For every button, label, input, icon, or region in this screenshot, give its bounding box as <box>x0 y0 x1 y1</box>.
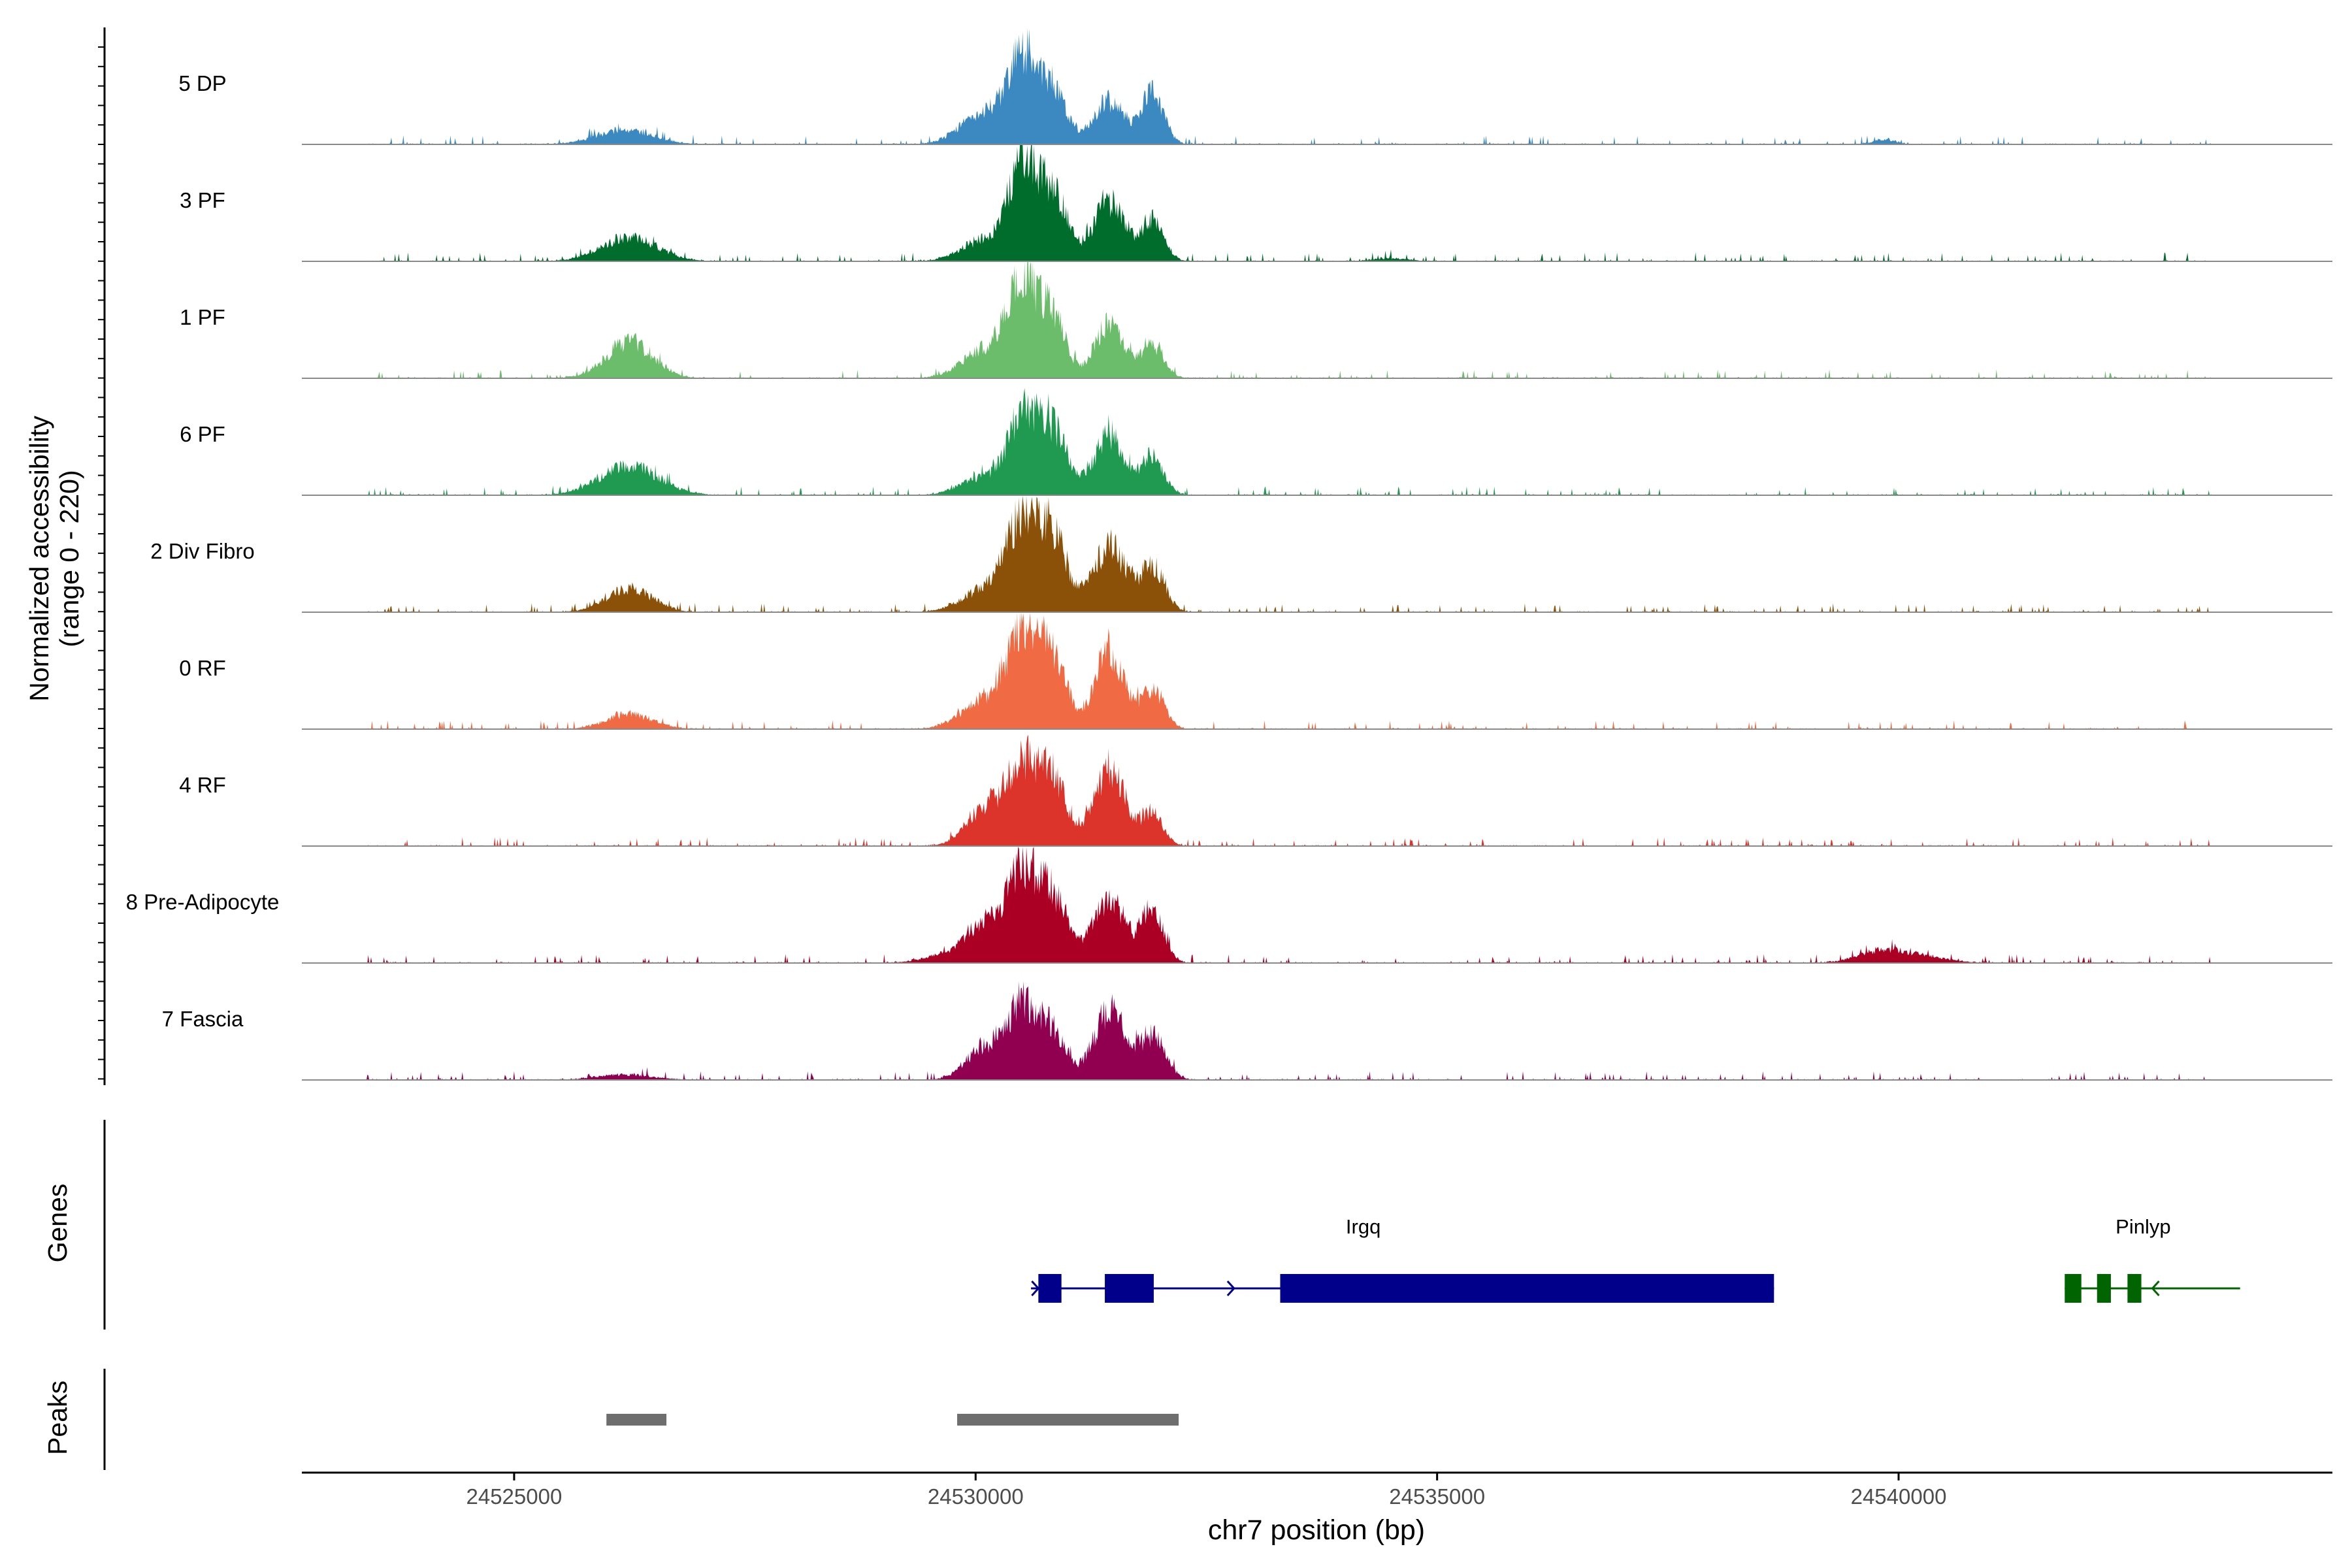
x-tick-label-0: 24525000 <box>466 1484 563 1509</box>
gene-exon-1-0 <box>2065 1274 2082 1303</box>
gene-exon-0-1 <box>1105 1274 1154 1303</box>
coverage-area-track-6 <box>302 734 2332 846</box>
gene-exon-1-1 <box>2097 1274 2111 1303</box>
coverage-area-track-0 <box>302 28 2332 144</box>
x-tick-label-3: 24540000 <box>1851 1484 1947 1509</box>
peaks-panel <box>103 1369 1179 1470</box>
genes-panel: Irgq Pinlyp <box>103 1120 2240 1330</box>
coverage-area-track-8 <box>302 981 2332 1080</box>
x-axis: 24525000 24530000 24535000 24540000 <box>302 1471 2332 1509</box>
genes-panel-label: Genes <box>42 1184 73 1263</box>
gene-strand-arrow-0-0 <box>1031 1280 1040 1297</box>
y-axis-label-line1: Normalized accessibility <box>24 416 54 702</box>
coverage-area-track-4 <box>302 496 2332 612</box>
coverage-area-track-7 <box>302 847 2332 963</box>
gene-label-1: Pinlyp <box>2115 1215 2170 1238</box>
track-label-3: 6 PF <box>180 422 225 446</box>
track-label-4: 2 Div Fibro <box>150 539 255 563</box>
track-label-8: 7 Fascia <box>162 1007 244 1031</box>
track-label-7: 8 Pre-Adipocyte <box>126 890 280 914</box>
gene-strand-arrow-0-1 <box>1226 1280 1235 1297</box>
gene-exon-0-0 <box>1038 1274 1062 1303</box>
coverage-area-track-2 <box>302 262 2332 378</box>
peak-region-0 <box>606 1414 667 1426</box>
track-label-0: 5 DP <box>178 71 226 95</box>
gene-exon-1-2 <box>2127 1274 2142 1303</box>
gene-strand-arrow-1-0 <box>2151 1280 2160 1297</box>
track-label-2: 1 PF <box>180 305 225 329</box>
coverage-y-axis <box>98 27 106 1085</box>
y-axis-label-line2: (range 0 - 220) <box>54 470 84 647</box>
gene-label-0: Irgq <box>1346 1215 1380 1238</box>
coverage-area-track-1 <box>302 145 2332 261</box>
coverage-area-track-5 <box>302 613 2332 729</box>
track-label-5: 0 RF <box>179 656 226 680</box>
track-label-6: 4 RF <box>179 773 226 797</box>
coverage-area-track-3 <box>302 387 2332 495</box>
gene-exon-0-2 <box>1280 1274 1774 1303</box>
x-tick-label-1: 24530000 <box>928 1484 1024 1509</box>
x-axis-label: chr7 position (bp) <box>1208 1514 1425 1546</box>
track-label-1: 3 PF <box>180 188 225 212</box>
peak-region-1 <box>957 1414 1179 1426</box>
x-tick-label-2: 24535000 <box>1389 1484 1485 1509</box>
track-area-group: 5 DP 3 PF 1 PF 6 PF 2 Div Fibro 0 RF 4 RF 8 Pre… <box>126 28 2332 1081</box>
peaks-panel-label: Peaks <box>42 1380 73 1455</box>
